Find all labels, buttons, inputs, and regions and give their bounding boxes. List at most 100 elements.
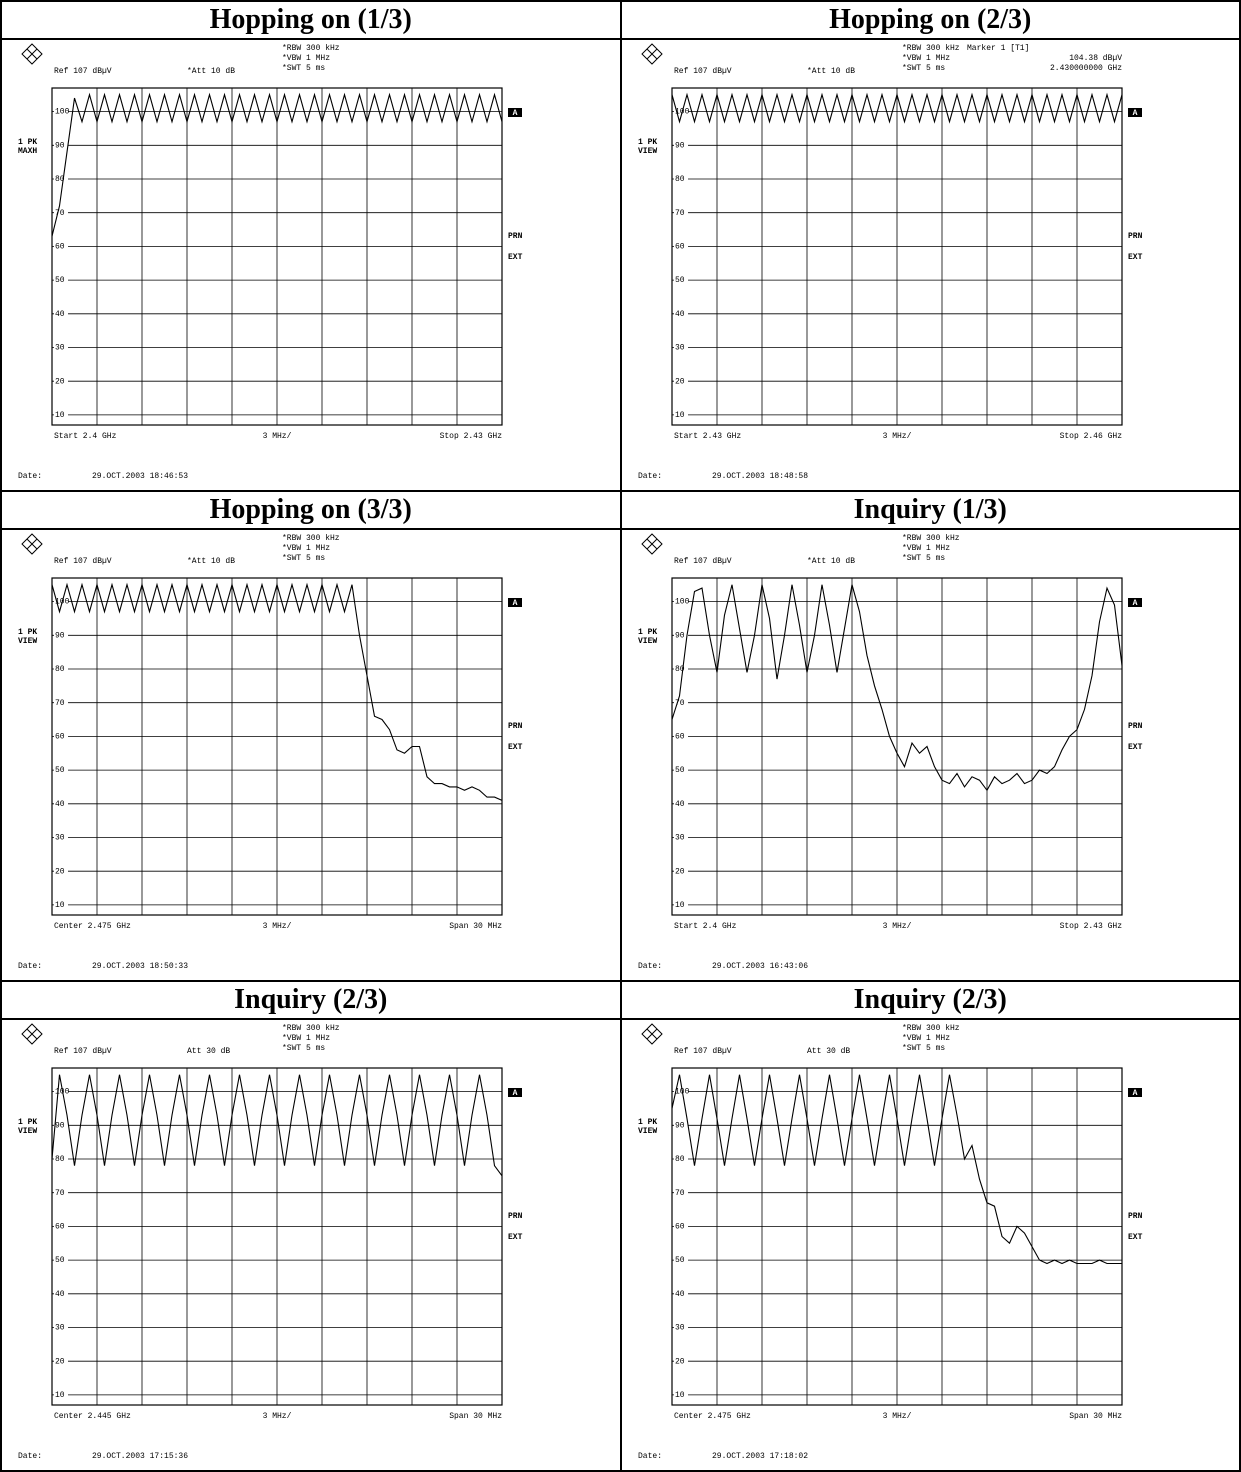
tick-label-bg [54, 1323, 68, 1332]
tick-label-bg [54, 1390, 68, 1399]
x-stop: Stop 2.43 GHz [440, 432, 503, 441]
tick-label-bg [54, 664, 68, 673]
trace-label: 1 PK [638, 138, 657, 147]
y-tick-label: 40 [55, 1290, 65, 1299]
trace [670, 584, 1123, 792]
marker-level: 104.38 dBµV [1069, 54, 1122, 63]
trace [670, 1074, 1122, 1265]
y-tick-label: 90 [675, 631, 685, 640]
y-tick-label: 20 [675, 1357, 685, 1366]
tick-label-bg [673, 664, 688, 673]
plot-cell: *RBW 300 kHz *VBW 1 MHz *SWT 5 ms Ref 107 d… [0, 38, 622, 492]
y-tick-label: 10 [55, 411, 65, 420]
tick-label-bg [54, 1289, 68, 1298]
tick-label-bg [54, 309, 68, 318]
tick-label-bg [54, 698, 68, 707]
date: 29.OCT.2003 17:15:36 [92, 1452, 188, 1461]
y-tick-label: 20 [675, 867, 685, 876]
x-start: Start 2.4 GHz [674, 922, 737, 931]
x-stop: Span 30 MHz [1069, 1412, 1122, 1421]
ref-level: Ref 107 dBµV [674, 1047, 732, 1056]
title-row: Hopping on (3/3) Inquiry (1/3) [0, 490, 1241, 530]
tick-label-bg [673, 107, 688, 116]
tick-label-bg [54, 766, 68, 775]
trace-label: 1 PK [18, 1118, 37, 1127]
tick-label-bg [673, 208, 688, 217]
cell-title: Inquiry (2/3) [619, 980, 1241, 1020]
tick-label-bg [673, 1289, 688, 1298]
side-label: PRN [508, 1212, 523, 1221]
tick-label-bg [54, 1256, 68, 1265]
tick-label-bg [673, 276, 688, 285]
plot-cell: *RBW 300 kHz *VBW 1 MHz *SWT 5 ms Ref 107 d… [619, 1018, 1241, 1472]
y-tick-label: 30 [55, 1324, 65, 1333]
y-tick-label: 10 [55, 1391, 65, 1400]
y-tick-label: 80 [675, 175, 685, 184]
side-label: A [513, 1089, 518, 1098]
y-tick-label: 80 [55, 665, 65, 674]
y-tick-label: 30 [675, 834, 685, 843]
y-tick-label: 70 [55, 699, 65, 708]
tick-label-bg [54, 242, 68, 251]
tick-label-bg [673, 309, 688, 318]
y-tick-label: 10 [675, 411, 685, 420]
attenuation: *Att 10 dB [187, 557, 235, 566]
y-tick-label: 50 [55, 766, 65, 775]
spectrum-plot: *RBW 300 kHz*VBW 1 MHz*SWT 5 ms Ref 107 d… [638, 1023, 1142, 1461]
tick-label-bg [54, 343, 68, 352]
x-stop: Stop 2.43 GHz [1059, 922, 1122, 931]
spectrum-plot: *RBW 300 kHz*VBW 1 MHz*SWT 5 ms Ref 107 d… [18, 1023, 523, 1461]
y-tick-label: 20 [55, 867, 65, 876]
spectrum-plot: *RBW 300 kHz*VBW 1 MHz*SWT 5 ms Ref 107 d… [638, 43, 1143, 481]
rbw: *RBW 300 kHz [282, 534, 340, 543]
plot-row: *RBW 300 kHz *VBW 1 MHz *SWT 5 ms Ref 107 d… [0, 38, 1241, 492]
swt: *SWT 5 ms [282, 554, 325, 563]
vbw: *VBW 1 MHz [282, 1034, 330, 1043]
swt: *SWT 5 ms [902, 1044, 945, 1053]
plot-cell: *RBW 300 kHz *VBW 1 MHz *SWT 5 ms Ref 107 d… [0, 1018, 622, 1472]
x-div: 3 MHz/ [882, 432, 911, 441]
date-label: Date: [18, 962, 42, 971]
tick-label-bg [54, 1154, 68, 1163]
y-tick-label: 60 [675, 1222, 685, 1231]
plot-cell: *RBW 300 kHz *VBW 1 MHz *SWT 5 ms Ref 107 d… [619, 528, 1241, 982]
logo [640, 1023, 663, 1045]
logo [21, 43, 43, 65]
trace-label: 1 PK [18, 628, 37, 637]
side-label: EXT [508, 743, 523, 752]
ref-level: Ref 107 dBµV [674, 557, 732, 566]
tick-label-bg [54, 1188, 68, 1197]
side-label: PRN [1128, 232, 1143, 241]
y-tick-label: 50 [675, 276, 685, 285]
tick-label-bg [54, 107, 68, 116]
tick-label-bg [673, 766, 688, 775]
trace [51, 582, 503, 801]
trace-label: VIEW [638, 147, 657, 156]
y-tick-label: 100 [675, 598, 690, 607]
spectrum-plot: *RBW 300 kHz*VBW 1 MHz*SWT 5 ms Ref 107 d… [638, 533, 1142, 971]
ref-level: Ref 107 dBµV [674, 67, 732, 76]
tick-label-bg [673, 867, 688, 876]
trace-label: MAXH [18, 147, 37, 156]
plot-cell: *RBW 300 kHz *VBW 1 MHz *SWT 5 ms Ref 107 d… [0, 528, 622, 982]
x-start: Center 2.475 GHz [54, 922, 131, 931]
vbw: *VBW 1 MHz [902, 1034, 950, 1043]
trace-label: VIEW [638, 637, 657, 646]
y-tick-label: 90 [55, 631, 65, 640]
y-tick-label: 40 [675, 1290, 685, 1299]
tick-label-bg [673, 1256, 688, 1265]
y-tick-label: 50 [55, 276, 65, 285]
side-box [1127, 598, 1142, 607]
tick-label-bg [673, 377, 688, 386]
tick-label-bg [54, 410, 68, 419]
side-label: A [1132, 599, 1137, 608]
side-label: PRN [508, 232, 523, 241]
rbw: *RBW 300 kHz [902, 1024, 960, 1033]
trace-label: VIEW [18, 637, 37, 646]
ref-level: Ref 107 dBµV [54, 67, 112, 76]
trace-label: 1 PK [18, 138, 37, 147]
y-tick-label: 60 [675, 242, 685, 251]
y-tick-label: 60 [55, 242, 65, 251]
y-tick-label: 70 [675, 1189, 685, 1198]
